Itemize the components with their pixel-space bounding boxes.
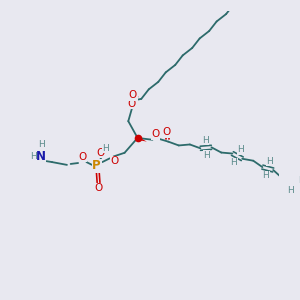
Text: O: O	[162, 127, 170, 137]
Text: O: O	[96, 148, 104, 158]
Text: O: O	[79, 152, 87, 161]
Text: O: O	[94, 183, 103, 193]
Text: H: H	[203, 151, 210, 160]
Polygon shape	[137, 136, 147, 142]
Text: H: H	[266, 157, 273, 166]
Text: N: N	[36, 150, 46, 163]
Text: O: O	[129, 90, 137, 100]
Text: H: H	[103, 144, 110, 153]
Text: H: H	[38, 140, 45, 149]
Text: H: H	[238, 145, 244, 154]
Text: O: O	[151, 129, 159, 139]
Text: H: H	[30, 152, 37, 161]
Text: O: O	[127, 98, 135, 109]
Text: O: O	[110, 156, 118, 166]
Text: H: H	[298, 176, 300, 185]
Text: H: H	[202, 136, 208, 145]
Text: P: P	[92, 159, 101, 172]
Text: H: H	[230, 158, 237, 167]
Text: H: H	[262, 171, 269, 180]
Text: H: H	[287, 186, 293, 195]
